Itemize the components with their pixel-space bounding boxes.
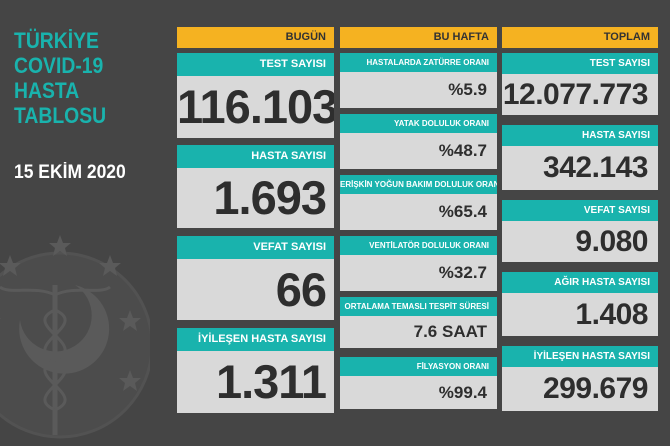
- card-label: TEST SAYISI: [502, 53, 658, 74]
- card-label: VEFAT SAYISI: [177, 236, 334, 259]
- card-label: ORTALAMA TEMASLI TESPİT SÜRESİ: [340, 297, 497, 316]
- card-label: VEFAT SAYISI: [502, 200, 658, 221]
- card-value: 9.080: [502, 221, 658, 262]
- page-title: TÜRKİYE COVID-19 HASTA TABLOSU: [14, 28, 146, 128]
- total-death-card: VEFAT SAYISI 9.080: [502, 200, 658, 262]
- this-week-header: BU HAFTA: [340, 27, 497, 48]
- icu-occupancy-card: ERİŞKİN YOĞUN BAKIM DOLULUK ORANI %65.4: [340, 175, 497, 230]
- total-recovered-card: İYİLEŞEN HASTA SAYISI 299.679: [502, 346, 658, 411]
- pneumonia-rate-card: HASTALARDA ZATÜRRE ORANI %5.9: [340, 53, 497, 108]
- contact-tracing-time-card: ORTALAMA TEMASLI TESPİT SÜRESİ 7.6 SAAT: [340, 297, 497, 348]
- today-recovered-card: İYİLEŞEN HASTA SAYISI 1.311: [177, 328, 334, 413]
- total-header: TOPLAM: [502, 27, 658, 48]
- card-value: 1.693: [177, 168, 334, 228]
- title-line: COVID-19: [14, 53, 104, 78]
- card-label: YATAK DOLULUK ORANI: [340, 114, 497, 133]
- today-header: BUGÜN: [177, 27, 334, 48]
- filiation-rate-card: FİLYASYON ORANI %99.4: [340, 357, 497, 409]
- card-value: 1.311: [177, 351, 334, 413]
- title-line: TÜRKİYE: [14, 28, 99, 53]
- card-label: HASTA SAYISI: [177, 145, 334, 168]
- card-label: AĞIR HASTA SAYISI: [502, 272, 658, 293]
- card-value: %5.9: [340, 72, 497, 108]
- card-label: İYİLEŞEN HASTA SAYISI: [177, 328, 334, 351]
- card-label: İYİLEŞEN HASTA SAYISI: [502, 346, 658, 367]
- card-label: VENTİLATÖR DOLULUK ORANI: [340, 236, 497, 255]
- title-line: HASTA: [14, 78, 80, 103]
- total-severe-patient-card: AĞIR HASTA SAYISI 1.408: [502, 272, 658, 336]
- card-label: HASTA SAYISI: [502, 125, 658, 146]
- card-label: ERİŞKİN YOĞUN BAKIM DOLULUK ORANI: [340, 175, 497, 194]
- card-label: FİLYASYON ORANI: [340, 357, 497, 376]
- report-date: 15 EKİM 2020: [14, 162, 126, 183]
- ministry-of-health-emblem-icon: [0, 235, 150, 439]
- card-value: %65.4: [340, 194, 497, 230]
- card-label: TEST SAYISI: [177, 53, 334, 76]
- card-value: %99.4: [340, 376, 497, 409]
- card-value: 342.143: [502, 146, 658, 190]
- today-test-card: TEST SAYISI 116.103: [177, 53, 334, 138]
- card-value: 12.077.773: [502, 74, 658, 115]
- card-value: 299.679: [502, 367, 658, 411]
- card-value: 66: [177, 259, 334, 320]
- ventilator-occupancy-card: VENTİLATÖR DOLULUK ORANI %32.7: [340, 236, 497, 291]
- today-patient-card: HASTA SAYISI 1.693: [177, 145, 334, 228]
- card-value: 7.6 SAAT: [340, 316, 497, 348]
- title-line: TABLOSU: [14, 103, 107, 128]
- card-value: %48.7: [340, 133, 497, 169]
- total-patient-card: HASTA SAYISI 342.143: [502, 125, 658, 190]
- card-label: HASTALARDA ZATÜRRE ORANI: [340, 53, 497, 72]
- bed-occupancy-card: YATAK DOLULUK ORANI %48.7: [340, 114, 497, 169]
- today-death-card: VEFAT SAYISI 66: [177, 236, 334, 320]
- total-test-card: TEST SAYISI 12.077.773: [502, 53, 658, 115]
- card-value: 116.103: [177, 76, 334, 138]
- card-value: 1.408: [502, 293, 658, 336]
- card-value: %32.7: [340, 255, 497, 291]
